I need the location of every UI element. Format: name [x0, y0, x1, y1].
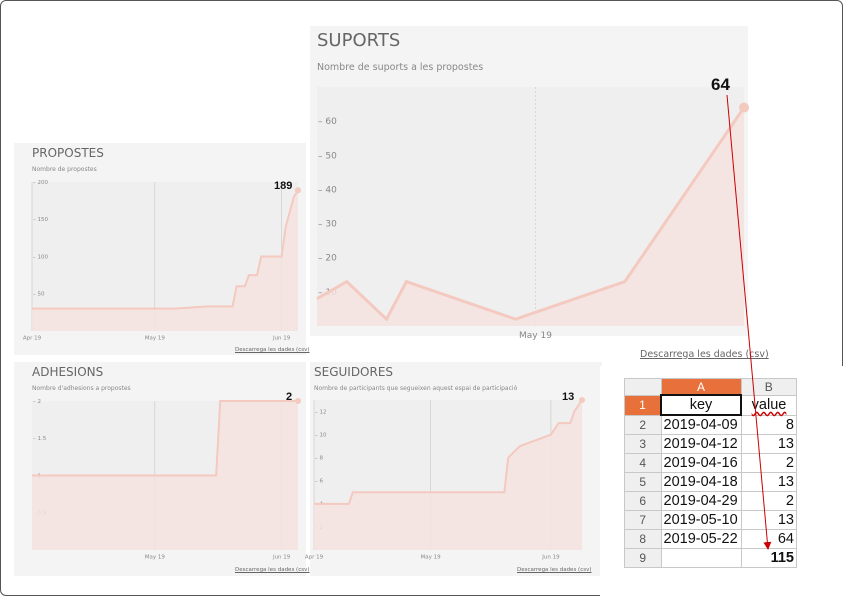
suports-title: SUPORTS — [317, 30, 401, 51]
cell-a9[interactable] — [660, 548, 742, 568]
propostes-download-link[interactable]: Descarrega les dades (csv) — [235, 347, 310, 353]
suports-subtitle: Nombre de suports a les propostes — [317, 62, 484, 73]
seguidors-callout: 13 — [562, 391, 575, 403]
y-tick-label: – 30 — [318, 220, 337, 230]
adhesions-download-link[interactable]: Descarrega les dades (csv) — [235, 567, 310, 573]
y-tick-label: – 150 — [33, 217, 48, 223]
x-tick-label: May 19 — [145, 336, 166, 342]
cell-key[interactable]: 2019-04-09 — [660, 414, 742, 435]
row-header[interactable]: 4 — [624, 453, 662, 473]
cell-key[interactable]: 2019-04-12 — [660, 434, 742, 454]
row-header[interactable]: 9 — [624, 548, 662, 568]
y-tick-label: – 20 — [318, 254, 337, 264]
seguidors-subtitle: Nombre de participants que segueixen aqu… — [314, 385, 518, 392]
y-tick-label: – 1.5 — [33, 436, 47, 442]
series-area — [314, 400, 582, 550]
y-tick-label: – 12 — [315, 409, 327, 415]
y-tick-label: – 8 — [315, 456, 323, 462]
series-line — [314, 399, 583, 505]
seguidors-title: SEGUIDORES — [314, 365, 394, 379]
y-tick-label: – 50 — [33, 292, 45, 298]
x-tick-label: Jun 19 — [541, 555, 560, 561]
propostes-subtitle: Nombre de propostes — [32, 166, 97, 173]
annotation-arrow — [726, 94, 772, 550]
adhesions-subtitle: Nombre d'adhesions a propostes — [32, 385, 131, 392]
series-line — [316, 106, 746, 322]
row-header[interactable]: 6 — [624, 491, 662, 511]
row-header-1[interactable]: 1 — [624, 394, 662, 416]
adhesions-callout: 2 — [286, 391, 293, 403]
seguidors-download-link[interactable]: Descarrega les dades (csv) — [517, 567, 592, 573]
series-line — [32, 189, 299, 310]
cell-key[interactable]: 2019-04-16 — [660, 453, 742, 473]
last-point-marker — [739, 102, 749, 113]
y-tick-label: – 10 — [315, 432, 327, 438]
spreadsheet-grid: A B 1 key value 2 2019-04-09 8 3 2019-04… — [624, 378, 797, 568]
propostes-title: PROPOSTES — [32, 146, 104, 160]
column-header-a[interactable]: A — [660, 378, 742, 396]
y-tick-label: – 100 — [33, 254, 48, 260]
suports-download-link[interactable]: Descarrega les dades (csv) — [640, 349, 769, 360]
series-area — [32, 190, 298, 331]
propostes-callout: 189 — [274, 180, 293, 192]
x-tick-label: Jun 19 — [272, 555, 291, 561]
last-point-marker — [579, 397, 585, 403]
x-tick-label: Jun 19 — [272, 336, 291, 342]
y-tick-label: – 60 — [318, 117, 337, 127]
x-tick-label: Apr 19 — [305, 555, 324, 561]
cell-key[interactable]: 2019-05-10 — [660, 510, 742, 530]
x-tick-label: Apr 19 — [23, 336, 42, 342]
suports-callout: 64 — [711, 75, 730, 94]
cell-value[interactable]: 13 — [740, 510, 797, 530]
x-tick-label: May 19 — [519, 331, 552, 341]
y-tick-label: – 200 — [33, 180, 48, 186]
y-tick-label: – 40 — [318, 185, 337, 195]
x-tick-label: May 19 — [420, 555, 441, 561]
series-area — [317, 107, 744, 326]
x-tick-label: May 19 — [145, 555, 166, 561]
last-point-marker — [295, 187, 301, 194]
y-tick-label: – 2 — [33, 399, 41, 405]
y-tick-label: – 50 — [318, 151, 337, 161]
last-point-marker — [295, 398, 301, 404]
y-tick-label: – 6 — [315, 479, 323, 485]
row-header[interactable]: 2 — [624, 414, 662, 435]
cell-a1[interactable]: key — [660, 394, 742, 416]
series-line — [32, 400, 298, 477]
adhesions-title: ADHESIONS — [32, 365, 104, 379]
row-header[interactable]: 3 — [624, 434, 662, 454]
